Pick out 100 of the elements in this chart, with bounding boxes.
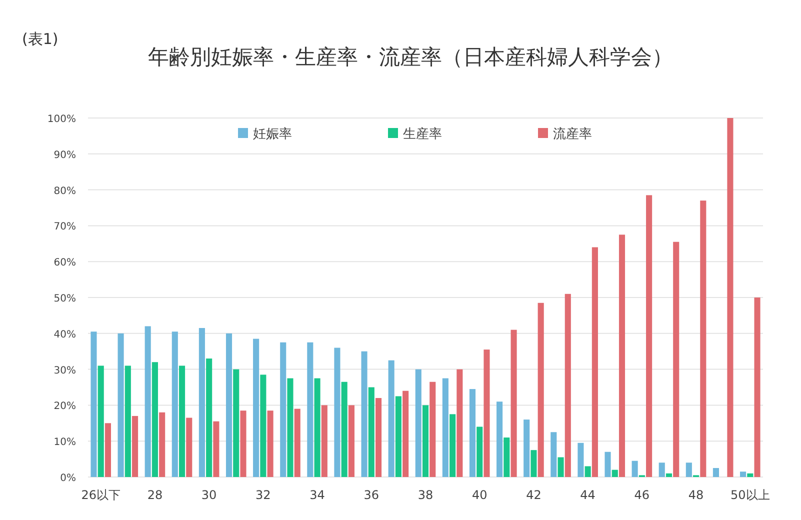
bar: [530, 450, 537, 477]
bar: [612, 470, 618, 477]
bar: [740, 472, 746, 477]
bar: [307, 342, 314, 477]
bar: [98, 366, 104, 477]
x-tick-label: 38: [418, 488, 434, 502]
y-tick-label: 60%: [54, 258, 76, 269]
bar: [658, 462, 665, 477]
x-tick-label: 50以上: [730, 488, 770, 502]
bar: [321, 405, 328, 477]
bar: [144, 326, 151, 477]
y-tick-label: 70%: [54, 222, 76, 233]
bar: [402, 390, 409, 477]
bar: [206, 358, 212, 477]
bar: [294, 408, 300, 477]
text: (表1): [22, 30, 58, 48]
x-tick-label: 30: [201, 488, 217, 502]
x-tick-label: 48: [688, 488, 704, 502]
bar: [314, 378, 320, 477]
y-tick-label: 100%: [47, 114, 76, 125]
bar: [124, 366, 131, 477]
bar: [395, 396, 402, 477]
x-tick-label: 26以下: [81, 488, 120, 502]
bar: [368, 387, 374, 477]
x-tick-label: 44: [580, 488, 596, 502]
bar: [712, 468, 719, 477]
bar: [233, 369, 240, 477]
bar: [584, 466, 591, 477]
y-tick-label: 50%: [54, 294, 76, 304]
bar: [484, 350, 490, 477]
bar: [90, 332, 97, 477]
x-tick-label: 40: [472, 488, 488, 502]
bar: [673, 242, 680, 477]
bar: [747, 473, 754, 477]
bar: [118, 333, 124, 477]
bar: [334, 348, 340, 477]
bar: [253, 338, 260, 477]
bar: [159, 412, 166, 477]
bar: [361, 351, 368, 477]
bar: [632, 460, 638, 477]
bar: [727, 118, 734, 477]
bar: [564, 294, 571, 477]
x-tick-label: 36: [364, 488, 380, 502]
y-tick-label: 90%: [54, 150, 76, 161]
bar: [604, 452, 611, 477]
bar: [341, 382, 348, 477]
bar: [442, 378, 448, 477]
bar: [469, 389, 476, 477]
bar: [578, 442, 584, 477]
bar: [375, 398, 382, 477]
bar: [348, 405, 354, 477]
bar: [504, 438, 510, 477]
bar: [152, 362, 158, 477]
bar: [240, 410, 246, 477]
bar: [267, 410, 274, 477]
chart-title: 年齢別妊娠率・生産率・流産率（日本産科婦人科学会）: [148, 45, 673, 69]
bar: [618, 234, 626, 477]
bar: [450, 414, 456, 477]
bar: [388, 360, 394, 477]
bar: [666, 473, 672, 477]
bar: [422, 405, 429, 477]
legend-label: 流産率: [553, 126, 592, 142]
legend-label: 生産率: [403, 126, 442, 142]
y-tick-label: 40%: [54, 329, 76, 340]
bar: [700, 200, 706, 477]
bar: [104, 423, 111, 477]
bar: [280, 342, 286, 477]
bar: [178, 366, 186, 477]
bar: [476, 426, 483, 477]
bar: [213, 421, 220, 477]
x-tick-label: 32: [256, 488, 271, 502]
bar: [524, 420, 530, 477]
bar: [198, 328, 205, 477]
bar: [260, 374, 266, 477]
bar: [558, 457, 564, 477]
bar: [456, 369, 463, 477]
x-tick-label: 34: [310, 488, 325, 502]
bar: [550, 432, 557, 477]
bar: [287, 378, 294, 477]
bar: [415, 369, 422, 477]
y-tick-label: 80%: [54, 186, 76, 197]
y-tick-label: 20%: [54, 401, 76, 412]
bar: [754, 298, 760, 477]
bar: [186, 418, 192, 477]
bar: [226, 333, 232, 477]
bar: [592, 247, 598, 477]
bar: [430, 382, 436, 477]
bar: [172, 332, 178, 477]
legend-label: 妊娠率: [253, 126, 292, 142]
bar: [132, 416, 138, 477]
bar: [510, 330, 517, 477]
bar: [496, 402, 503, 477]
x-tick-label: 42: [526, 488, 542, 502]
y-tick-label: 0%: [60, 473, 76, 484]
x-tick-label: 46: [634, 488, 650, 502]
y-tick-label: 30%: [54, 365, 76, 376]
bar: [686, 462, 692, 477]
y-tick-label: 10%: [54, 437, 76, 448]
x-tick-label: 28: [147, 488, 163, 502]
bar: [538, 302, 544, 477]
